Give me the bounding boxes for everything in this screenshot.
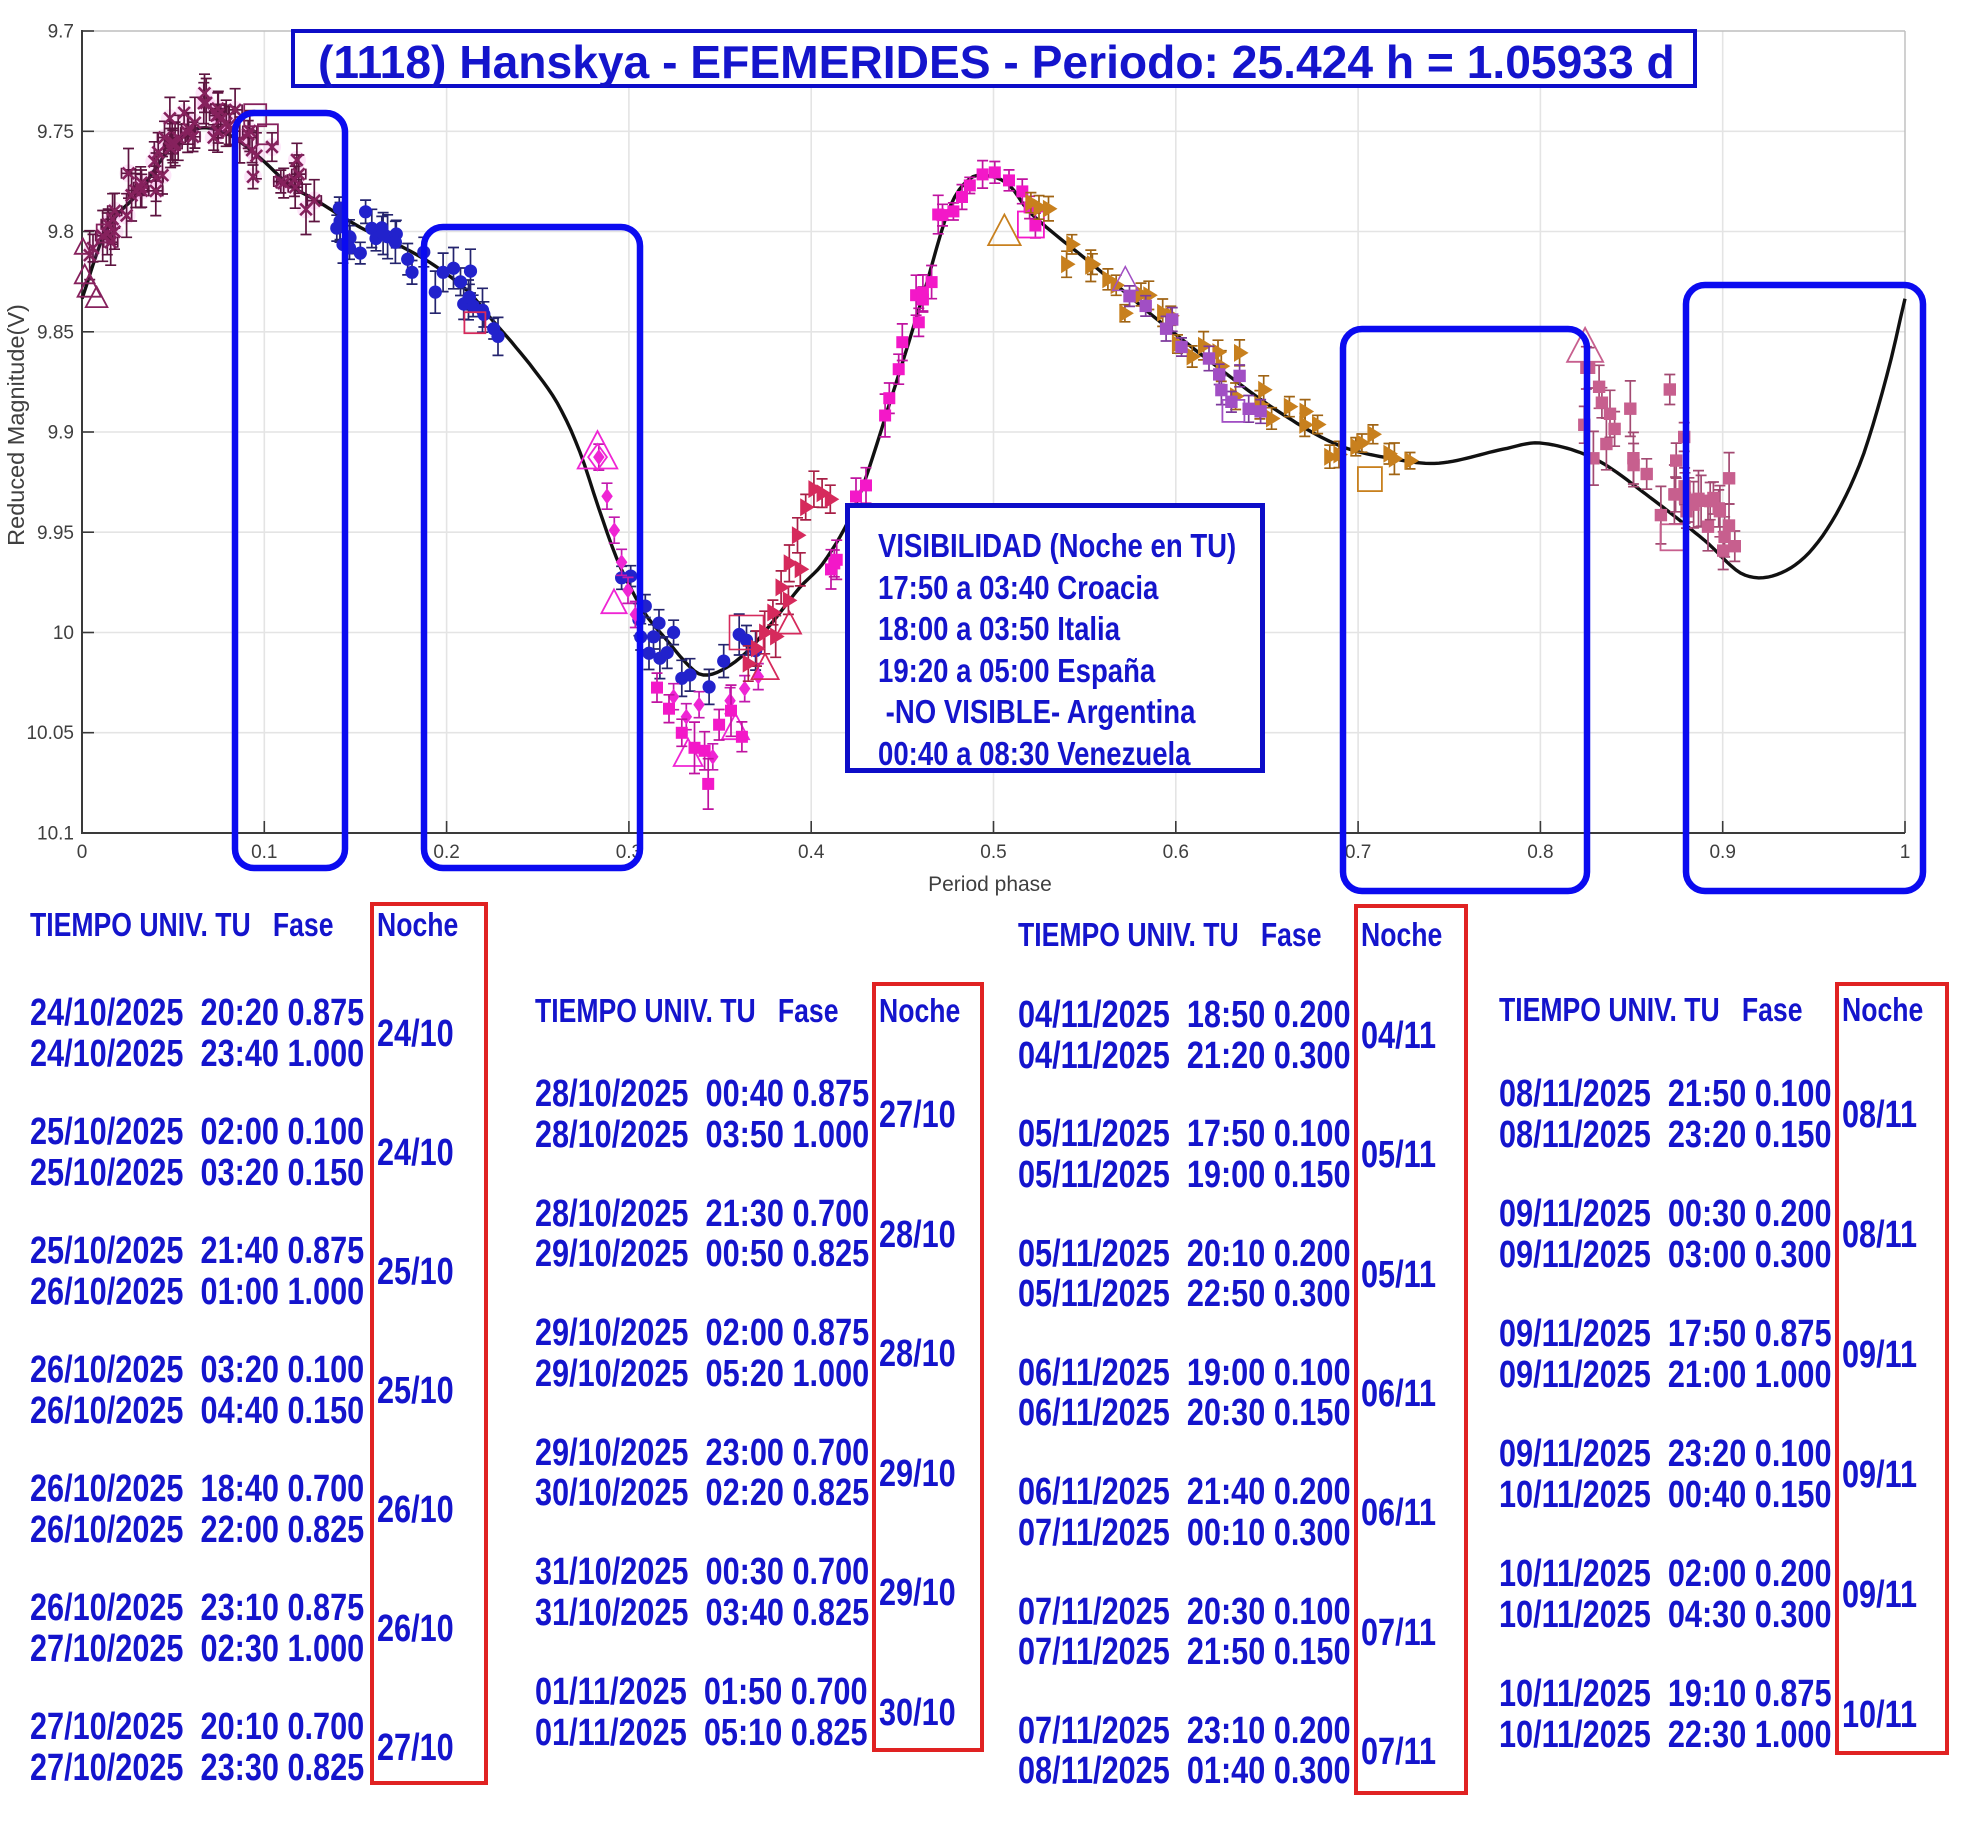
svg-text:0.7: 0.7 xyxy=(1345,842,1371,863)
svg-text:Reduced Magnitude(V): Reduced Magnitude(V) xyxy=(3,304,29,546)
svg-text:9.7: 9.7 xyxy=(48,22,74,43)
svg-text:0.4: 0.4 xyxy=(798,842,825,863)
svg-text:10: 10 xyxy=(53,623,74,644)
svg-text:1: 1 xyxy=(1900,842,1911,863)
svg-text:0.2: 0.2 xyxy=(433,842,459,863)
svg-text:0: 0 xyxy=(77,842,88,863)
svg-text:0.9: 0.9 xyxy=(1709,842,1735,863)
svg-text:9.9: 9.9 xyxy=(48,423,74,444)
svg-text:0.5: 0.5 xyxy=(980,842,1006,863)
svg-text:0.1: 0.1 xyxy=(251,842,277,863)
svg-text:9.75: 9.75 xyxy=(37,122,74,143)
svg-text:9.8: 9.8 xyxy=(48,222,74,243)
svg-text:0.8: 0.8 xyxy=(1527,842,1553,863)
svg-text:Period phase: Period phase xyxy=(928,873,1052,896)
svg-text:9.95: 9.95 xyxy=(37,523,74,544)
svg-text:10.1: 10.1 xyxy=(37,824,74,845)
svg-text:9.85: 9.85 xyxy=(37,322,74,343)
svg-text:0.6: 0.6 xyxy=(1163,842,1189,863)
svg-text:10.05: 10.05 xyxy=(26,723,74,744)
